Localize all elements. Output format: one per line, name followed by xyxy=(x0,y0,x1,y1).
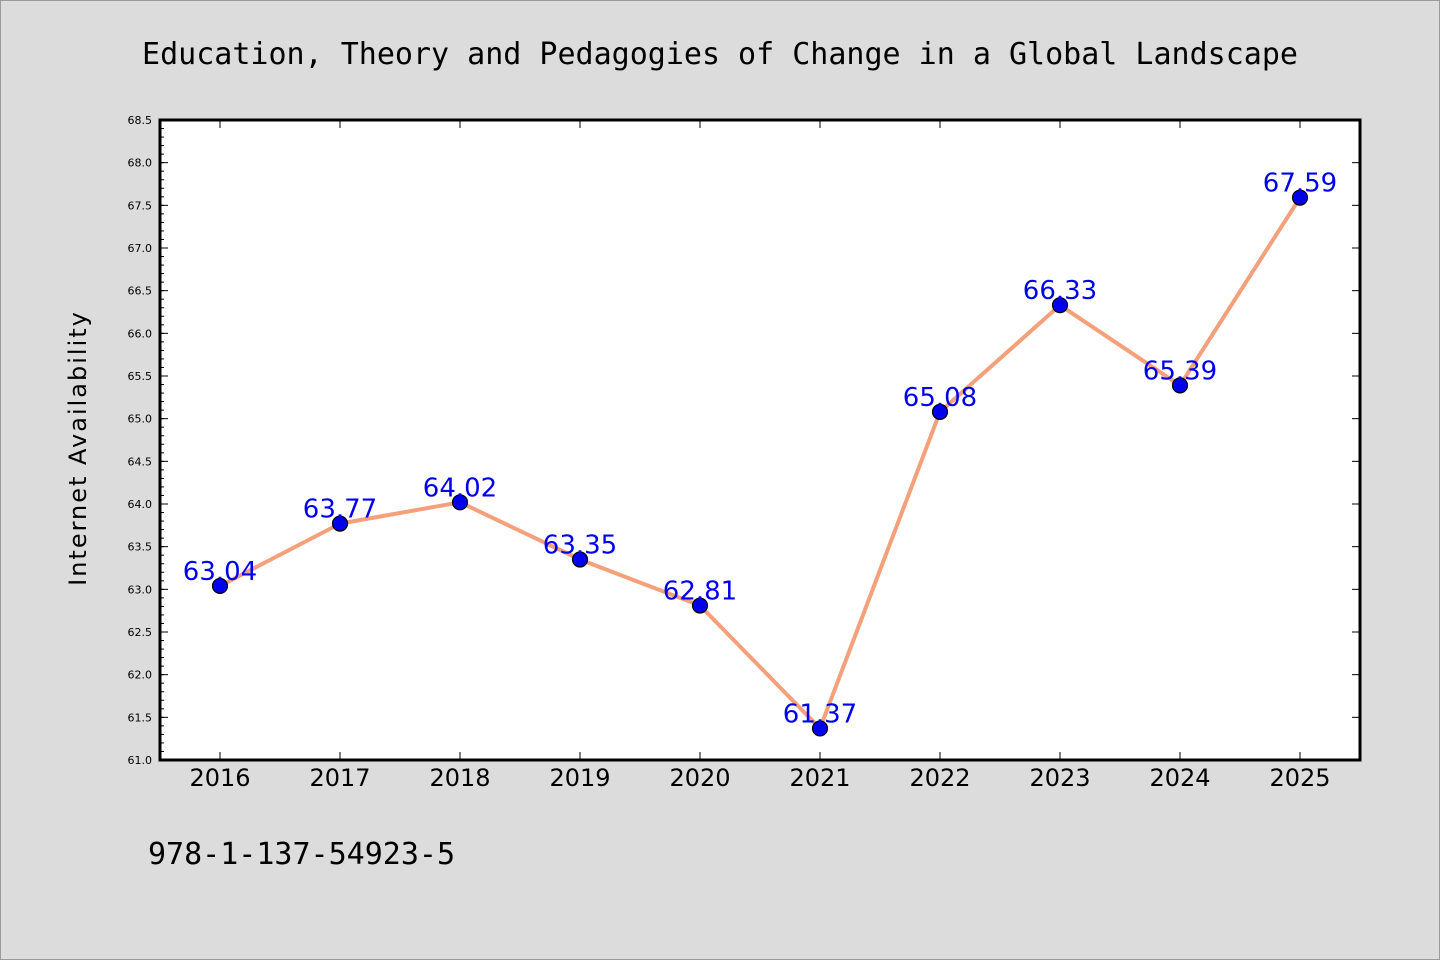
x-tick-label: 2017 xyxy=(309,764,370,792)
isbn-text: 978-1-137-54923-5 xyxy=(148,837,455,872)
data-label: 63.77 xyxy=(303,495,377,525)
y-tick-label: 64.5 xyxy=(128,455,153,468)
data-label: 65.08 xyxy=(903,383,977,413)
x-tick-label: 2023 xyxy=(1029,764,1090,792)
y-axis-label: Internet Availability xyxy=(64,310,92,586)
data-label: 63.35 xyxy=(543,530,617,560)
y-tick-label: 66.0 xyxy=(128,327,153,340)
x-tick-label: 2020 xyxy=(669,764,730,792)
x-axis: 2016 2017 2018 2019 2020 2021 2022 2023 2024 2025 xyxy=(189,120,1331,792)
data-point xyxy=(1291,189,1309,206)
data-label: 66.33 xyxy=(1023,276,1097,306)
data-point xyxy=(331,515,349,532)
series-line xyxy=(219,196,1302,731)
data-label: 64.02 xyxy=(423,473,497,503)
y-tick-label: 61.0 xyxy=(128,754,153,767)
y-tick-label: 67.0 xyxy=(128,242,153,255)
y-tick-label: 68.0 xyxy=(128,157,153,170)
data-point xyxy=(931,403,949,420)
chart-title: Education, Theory and Pedagogies of Chan… xyxy=(142,37,1298,72)
y-tick-label: 62.0 xyxy=(128,669,153,682)
x-tick-label: 2019 xyxy=(549,764,610,792)
y-tick-label: 67.5 xyxy=(128,199,153,212)
markers-group xyxy=(211,189,1309,737)
y-tick-label: 64.0 xyxy=(128,498,153,511)
data-point xyxy=(211,577,229,595)
y-tick-label: 63.0 xyxy=(128,583,153,596)
data-label: 65.39 xyxy=(1143,356,1217,386)
y-tick-label: 62.5 xyxy=(128,626,153,639)
x-tick-label: 2018 xyxy=(429,764,490,792)
y-tick-label: 63.5 xyxy=(128,541,153,554)
y-tick-label: 66.5 xyxy=(128,285,153,298)
data-label: 67.59 xyxy=(1263,169,1337,199)
y-tick-label: 68.5 xyxy=(128,114,153,127)
data-point xyxy=(571,551,589,568)
data-point xyxy=(1051,297,1069,314)
x-tick-label: 2024 xyxy=(1149,764,1210,792)
data-label: 62.81 xyxy=(663,577,737,607)
data-labels-group: 63.04 63.77 64.02 63.35 62.81 61.37 65.08 66.33… xyxy=(183,169,1337,730)
y-tick-label: 65.5 xyxy=(128,370,153,383)
y-axis: 61.0 61.5 62.0 62.5 63.0 63.5 64.0 64.5 65.0 65.5… xyxy=(128,114,1360,767)
data-label: 61.37 xyxy=(783,699,857,729)
y-tick-label: 65.0 xyxy=(128,413,153,426)
plot-area xyxy=(158,118,1362,762)
data-point xyxy=(451,494,469,511)
data-point xyxy=(691,597,709,614)
data-label: 63.04 xyxy=(183,557,257,587)
x-tick-label: 2016 xyxy=(189,764,250,792)
data-point xyxy=(811,720,829,737)
y-tick-label: 61.5 xyxy=(128,711,153,724)
x-tick-label: 2025 xyxy=(1269,764,1330,792)
data-point xyxy=(1171,377,1189,394)
x-tick-label: 2022 xyxy=(909,764,970,792)
x-tick-label: 2021 xyxy=(789,764,850,792)
series-line-group xyxy=(219,196,1302,731)
